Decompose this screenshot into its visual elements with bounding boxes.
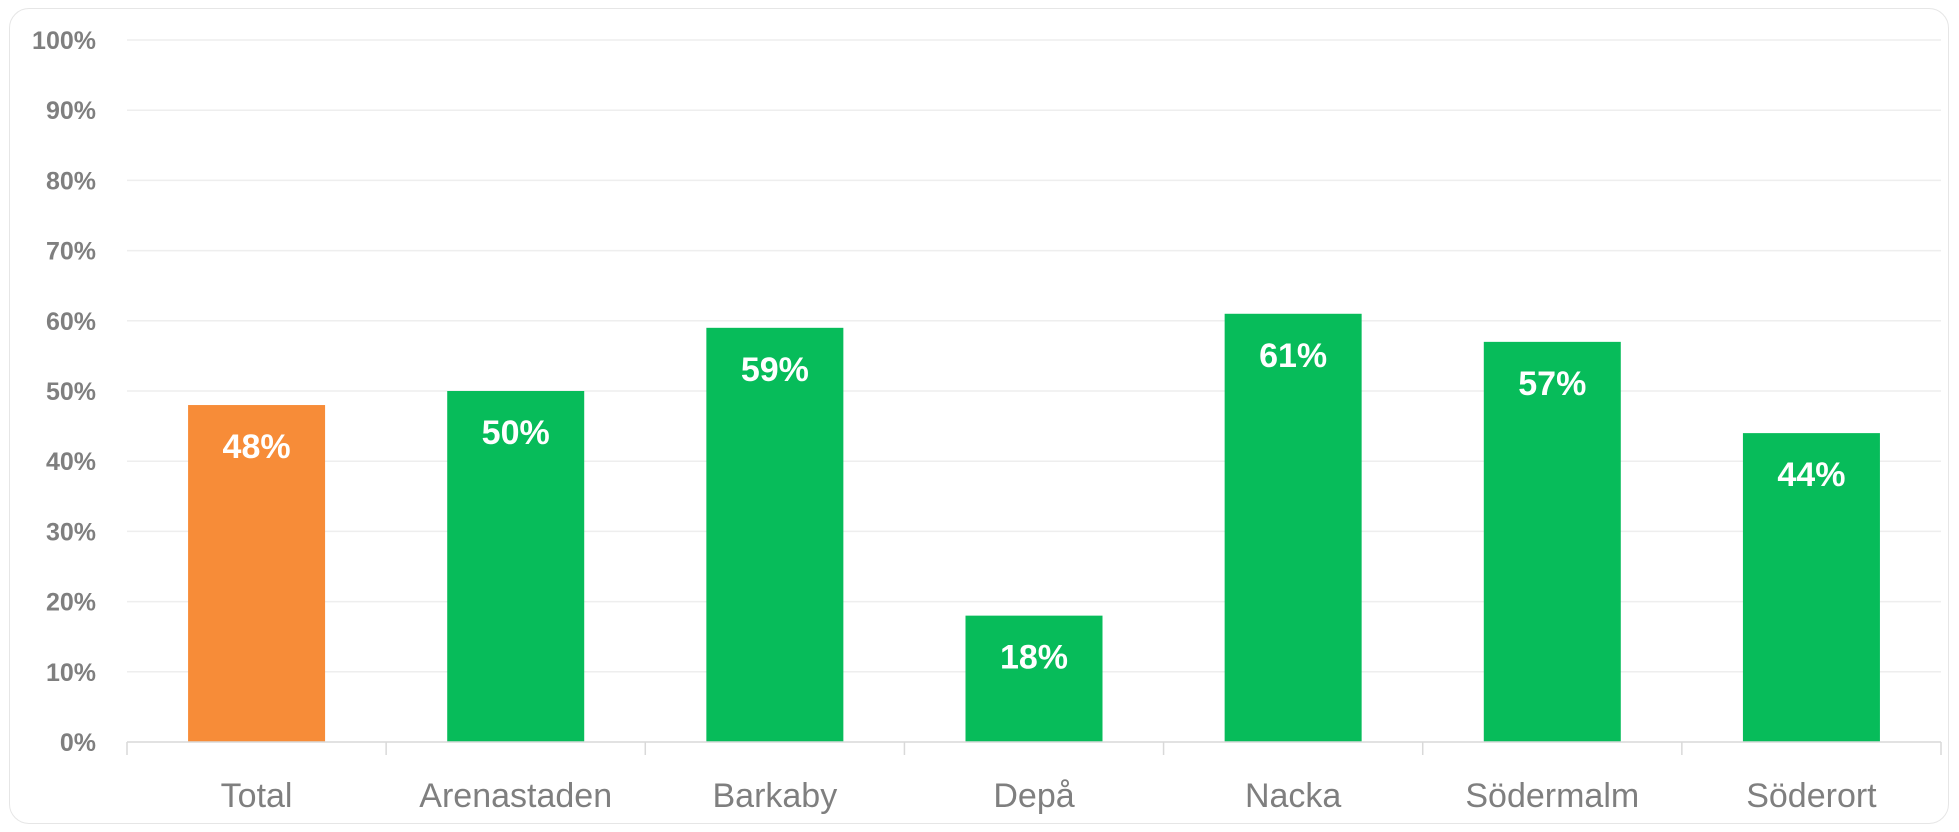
data-label: 57% <box>1518 365 1586 403</box>
data-label: 48% <box>223 428 291 466</box>
bars <box>188 313 1880 742</box>
bar-s-dermalm <box>1483 341 1621 742</box>
y-axis: 0% 10% 20% 30% 40% 50% 60% 70% 80% 90% 100% <box>32 27 96 757</box>
data-labels: 48% 50% 59% 18% 61% 57% 44% <box>223 337 1846 677</box>
x-tick-label: Depå <box>993 777 1074 815</box>
y-tick-label: 60% <box>46 308 96 336</box>
x-tick-label: Nacka <box>1245 777 1341 815</box>
data-label: 59% <box>741 351 809 389</box>
data-label: 61% <box>1259 337 1327 375</box>
x-tick-label: Total <box>221 777 293 815</box>
x-tick-label: Söderort <box>1746 777 1877 815</box>
y-tick-label: 0% <box>60 729 96 757</box>
x-axis: Total Arenastaden Barkaby Depå Nacka Södermal… <box>126 741 1942 815</box>
y-tick-label: 40% <box>46 448 96 476</box>
x-tick-label: Södermalm <box>1465 777 1639 815</box>
y-tick-label: 10% <box>46 659 96 687</box>
data-label: 50% <box>482 414 550 452</box>
y-tick-label: 30% <box>46 518 96 546</box>
y-tick-label: 90% <box>46 97 96 125</box>
bar-barkaby <box>706 327 844 742</box>
bar-nacka <box>1224 313 1362 742</box>
data-label: 18% <box>1000 639 1068 677</box>
y-tick-label: 100% <box>32 27 96 55</box>
y-tick-label: 70% <box>46 238 96 266</box>
y-tick-label: 20% <box>46 589 96 617</box>
data-label: 44% <box>1777 456 1845 494</box>
bar-total <box>188 405 326 742</box>
x-tick-label: Arenastaden <box>419 777 612 815</box>
y-tick-label: 50% <box>46 378 96 406</box>
gridlines <box>127 39 1941 673</box>
bar-arenastaden <box>447 391 585 742</box>
x-tick-label: Barkaby <box>712 777 837 815</box>
bar-s-derort <box>1742 433 1880 742</box>
y-tick-label: 80% <box>46 167 96 195</box>
bar-dep- <box>965 615 1103 742</box>
